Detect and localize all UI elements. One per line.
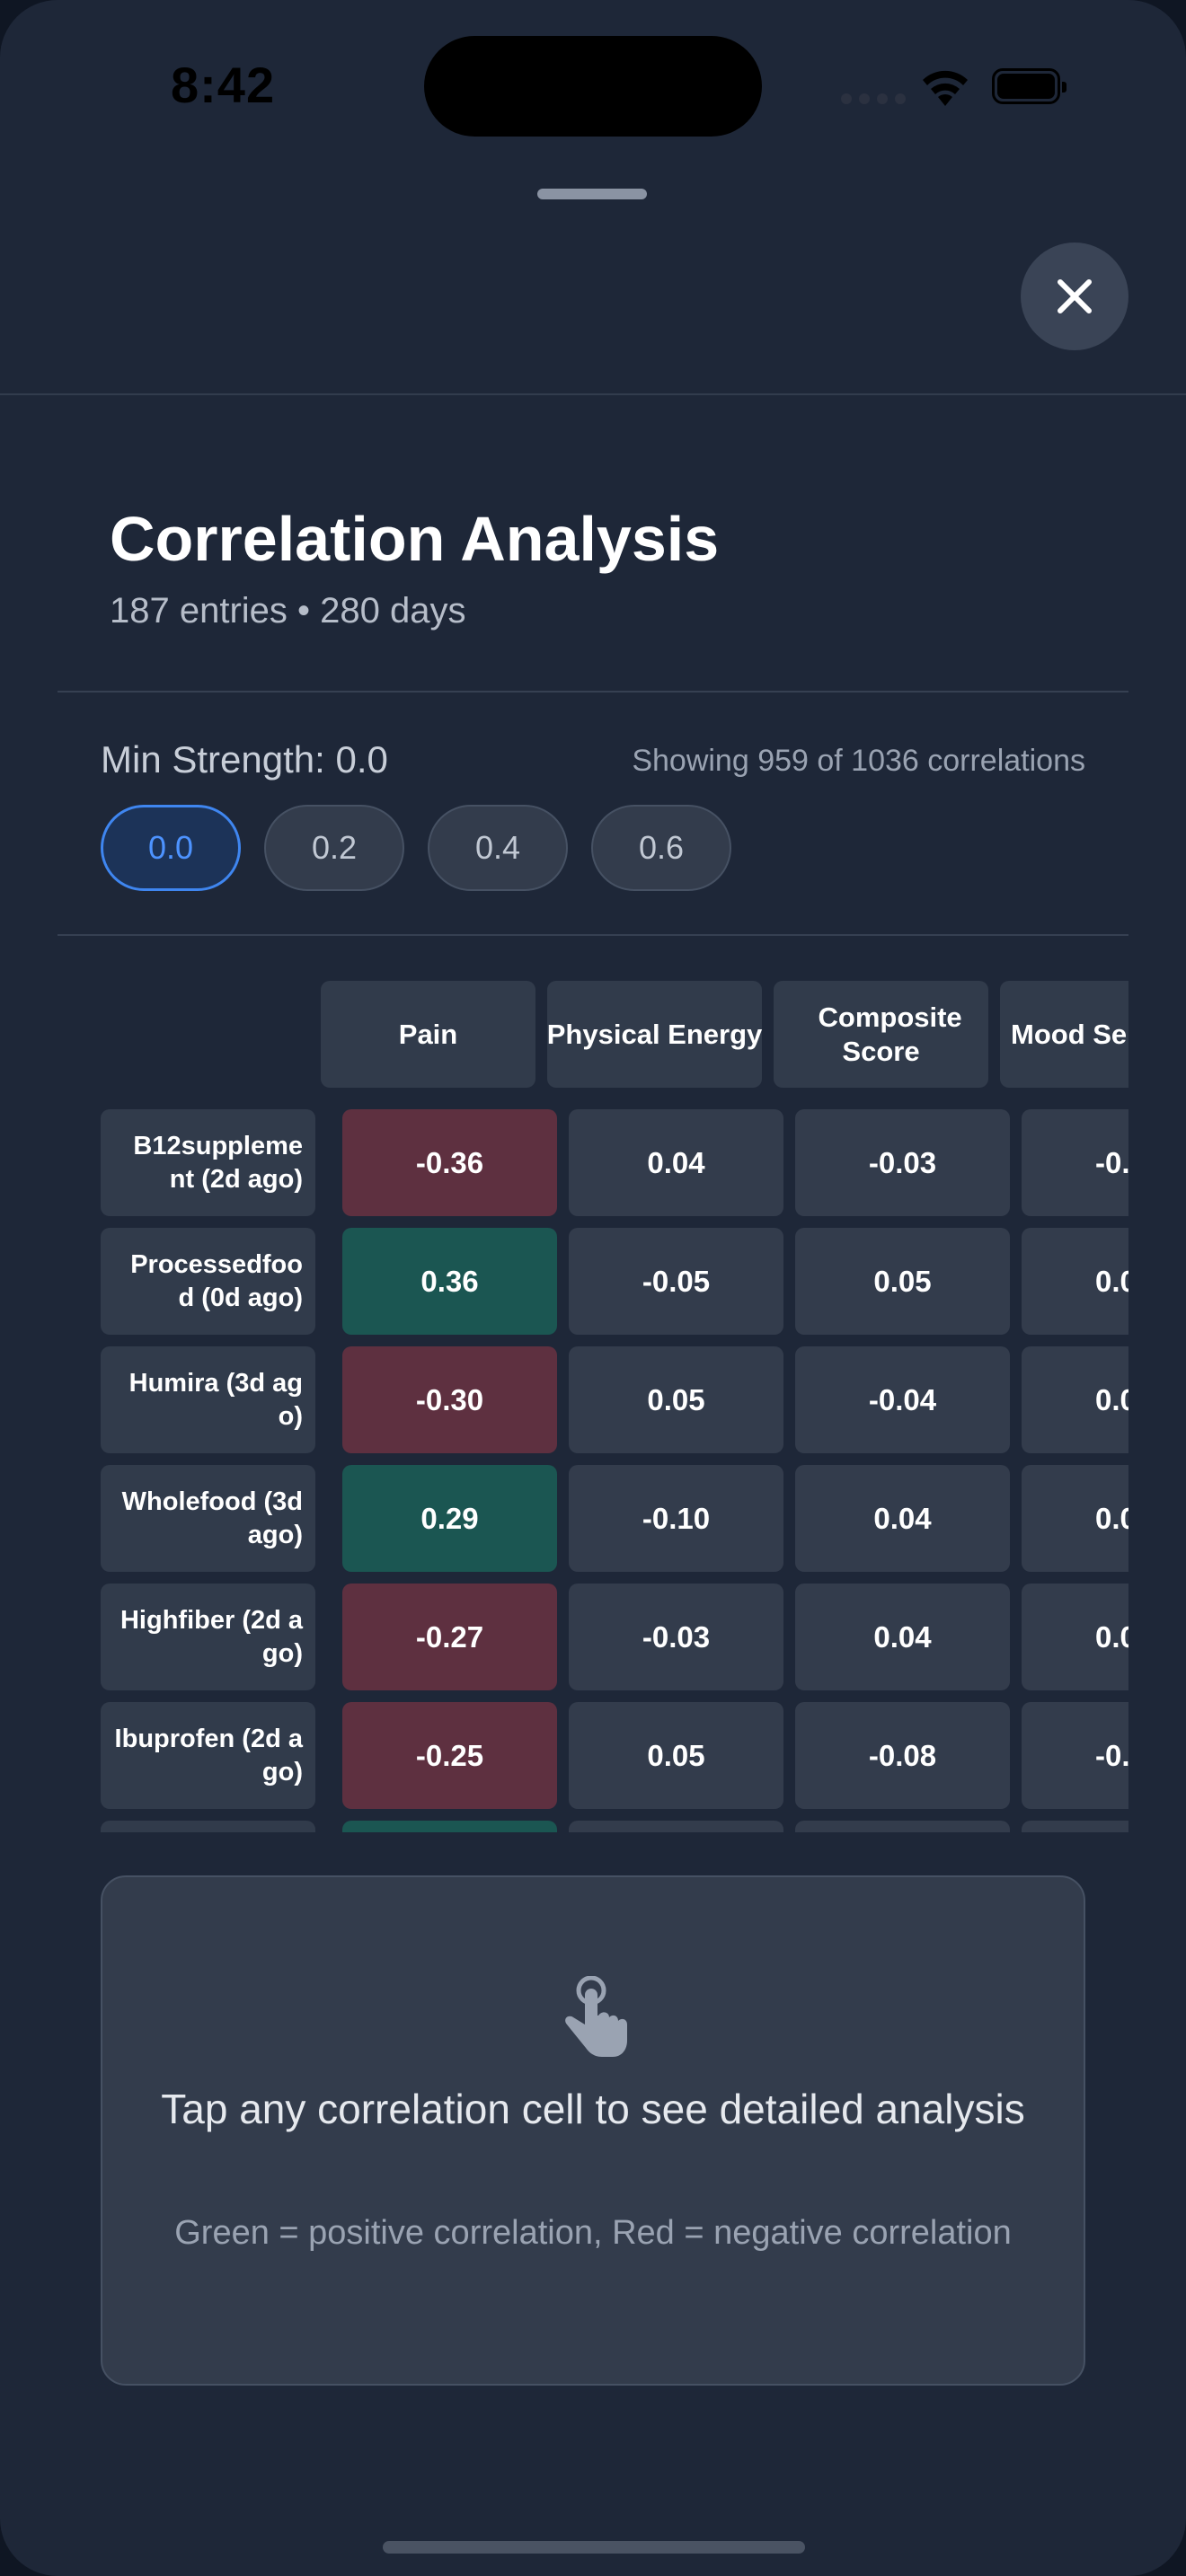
table-row: Ibuprofen (2d ago) -0.25 0.05 -0.08 -0. xyxy=(101,1702,1128,1809)
correlation-cell[interactable]: -0.08 xyxy=(795,1702,1010,1809)
row-label: Processedfoo d (0d ago) xyxy=(101,1228,315,1335)
strength-chip-0-4[interactable]: 0.4 xyxy=(428,805,568,891)
correlation-cell[interactable] xyxy=(342,1821,557,1832)
row-label: B12suppleme nt (2d ago) xyxy=(101,1109,315,1216)
correlation-cell-value: 0.0 xyxy=(1095,1501,1128,1535)
tap-hand-icon xyxy=(555,1975,631,2067)
correlation-cell-value: 0.0 xyxy=(1095,1619,1128,1654)
strength-filter-chips: 0.0 0.2 0.4 0.6 xyxy=(101,805,731,891)
strength-chip-0-0[interactable]: 0.0 xyxy=(101,805,241,891)
row-label: Highfiber (2d ago) xyxy=(101,1584,315,1690)
correlation-cell[interactable]: 0.0 xyxy=(1022,1465,1128,1572)
status-time: 8:42 xyxy=(171,57,276,113)
correlation-cell[interactable]: 0.0 xyxy=(1022,1346,1128,1453)
correlation-cell[interactable]: -0.10 xyxy=(569,1465,783,1572)
hint-title: Tap any correlation cell to see detailed… xyxy=(161,2086,1025,2132)
row-label: Ibuprofen (2d ago) xyxy=(101,1702,315,1809)
table-row: Processedfoo d (0d ago) 0.36 -0.05 0.05 … xyxy=(101,1228,1128,1335)
table-row: B12suppleme nt (2d ago) -0.36 0.04 -0.03… xyxy=(101,1109,1128,1216)
page-title: Correlation Analysis xyxy=(110,504,720,574)
correlation-cell[interactable]: -0.30 xyxy=(342,1346,557,1453)
column-header-composite-score: Composite Score xyxy=(774,981,988,1088)
dynamic-island xyxy=(424,36,762,137)
section-divider xyxy=(58,934,1128,936)
correlation-cell[interactable]: -0.05 xyxy=(569,1228,783,1335)
matrix-column-headers: Pain Physical Energy Composite Score Moo… xyxy=(321,981,1128,1088)
correlation-cell-value: -0. xyxy=(1095,1145,1128,1179)
signal-dots-icon xyxy=(841,93,906,104)
table-row: Wholefood (3d ago) 0.29 -0.10 0.04 0.0 xyxy=(101,1465,1128,1572)
column-header-pain: Pain xyxy=(321,981,535,1088)
home-indicator[interactable] xyxy=(383,2541,805,2554)
correlation-cell[interactable] xyxy=(1022,1821,1128,1832)
table-row xyxy=(101,1821,1128,1832)
correlation-cell[interactable]: 0.05 xyxy=(795,1228,1010,1335)
page-subtitle: 187 entries • 280 days xyxy=(110,591,466,631)
correlation-cell[interactable]: 0.04 xyxy=(795,1465,1010,1572)
correlation-cell[interactable]: 0.0 xyxy=(1022,1584,1128,1690)
column-header-mood: Mood Se xyxy=(1000,981,1128,1088)
row-label: Wholefood (3d ago) xyxy=(101,1465,315,1572)
correlation-cell[interactable]: 0.04 xyxy=(795,1584,1010,1690)
correlation-cell-value: 0.0 xyxy=(1095,1382,1128,1416)
matrix-rows: B12suppleme nt (2d ago) -0.36 0.04 -0.03… xyxy=(101,1109,1128,1832)
correlation-cell[interactable]: -0.36 xyxy=(342,1109,557,1216)
table-row: Humira (3d ago) -0.30 0.05 -0.04 0.0 xyxy=(101,1346,1128,1453)
row-label: Humira (3d ago) xyxy=(101,1346,315,1453)
min-strength-label: Min Strength: 0.0 xyxy=(101,738,388,781)
correlation-cell[interactable]: 0.36 xyxy=(342,1228,557,1335)
correlation-cell[interactable]: -0. xyxy=(1022,1109,1128,1216)
close-icon xyxy=(1058,279,1092,313)
strength-chip-0-6[interactable]: 0.6 xyxy=(591,805,731,891)
hint-card: Tap any correlation cell to see detailed… xyxy=(101,1875,1085,2386)
section-divider xyxy=(58,691,1128,693)
correlation-cell[interactable]: -0. xyxy=(1022,1702,1128,1809)
correlation-cell[interactable]: -0.27 xyxy=(342,1584,557,1690)
correlation-cell[interactable]: 0.04 xyxy=(569,1109,783,1216)
sheet-grabber[interactable] xyxy=(537,189,647,199)
wifi-icon xyxy=(918,65,972,110)
correlation-cell[interactable]: 0.05 xyxy=(569,1702,783,1809)
close-button[interactable] xyxy=(1021,243,1128,350)
correlation-cell[interactable]: 0.29 xyxy=(342,1465,557,1572)
correlation-cell[interactable]: -0.04 xyxy=(795,1346,1010,1453)
column-header-physical-energy: Physical Energy xyxy=(547,981,762,1088)
battery-icon xyxy=(992,68,1067,104)
header-divider xyxy=(0,393,1186,395)
strength-chip-0-2[interactable]: 0.2 xyxy=(264,805,404,891)
correlation-cell[interactable]: -0.03 xyxy=(795,1109,1010,1216)
correlation-cell[interactable]: 0.0 xyxy=(1022,1228,1128,1335)
row-label xyxy=(101,1821,315,1832)
hint-subtitle: Green = positive correlation, Red = nega… xyxy=(174,2214,1012,2252)
correlation-cell[interactable]: 0.05 xyxy=(569,1346,783,1453)
correlation-cell-value: 0.0 xyxy=(1095,1264,1128,1298)
correlation-cell[interactable]: -0.03 xyxy=(569,1584,783,1690)
correlation-cell[interactable] xyxy=(569,1821,783,1832)
correlation-cell[interactable]: -0.25 xyxy=(342,1702,557,1809)
correlation-cell[interactable] xyxy=(795,1821,1010,1832)
correlation-count: Showing 959 of 1036 correlations xyxy=(632,744,1085,778)
correlation-cell-value: -0. xyxy=(1095,1738,1128,1772)
table-row: Highfiber (2d ago) -0.27 -0.03 0.04 0.0 xyxy=(101,1584,1128,1690)
correlation-matrix[interactable]: Pain Physical Energy Composite Score Moo… xyxy=(101,981,1128,1832)
column-header-composite-score-label: Composite Score xyxy=(818,1001,962,1067)
